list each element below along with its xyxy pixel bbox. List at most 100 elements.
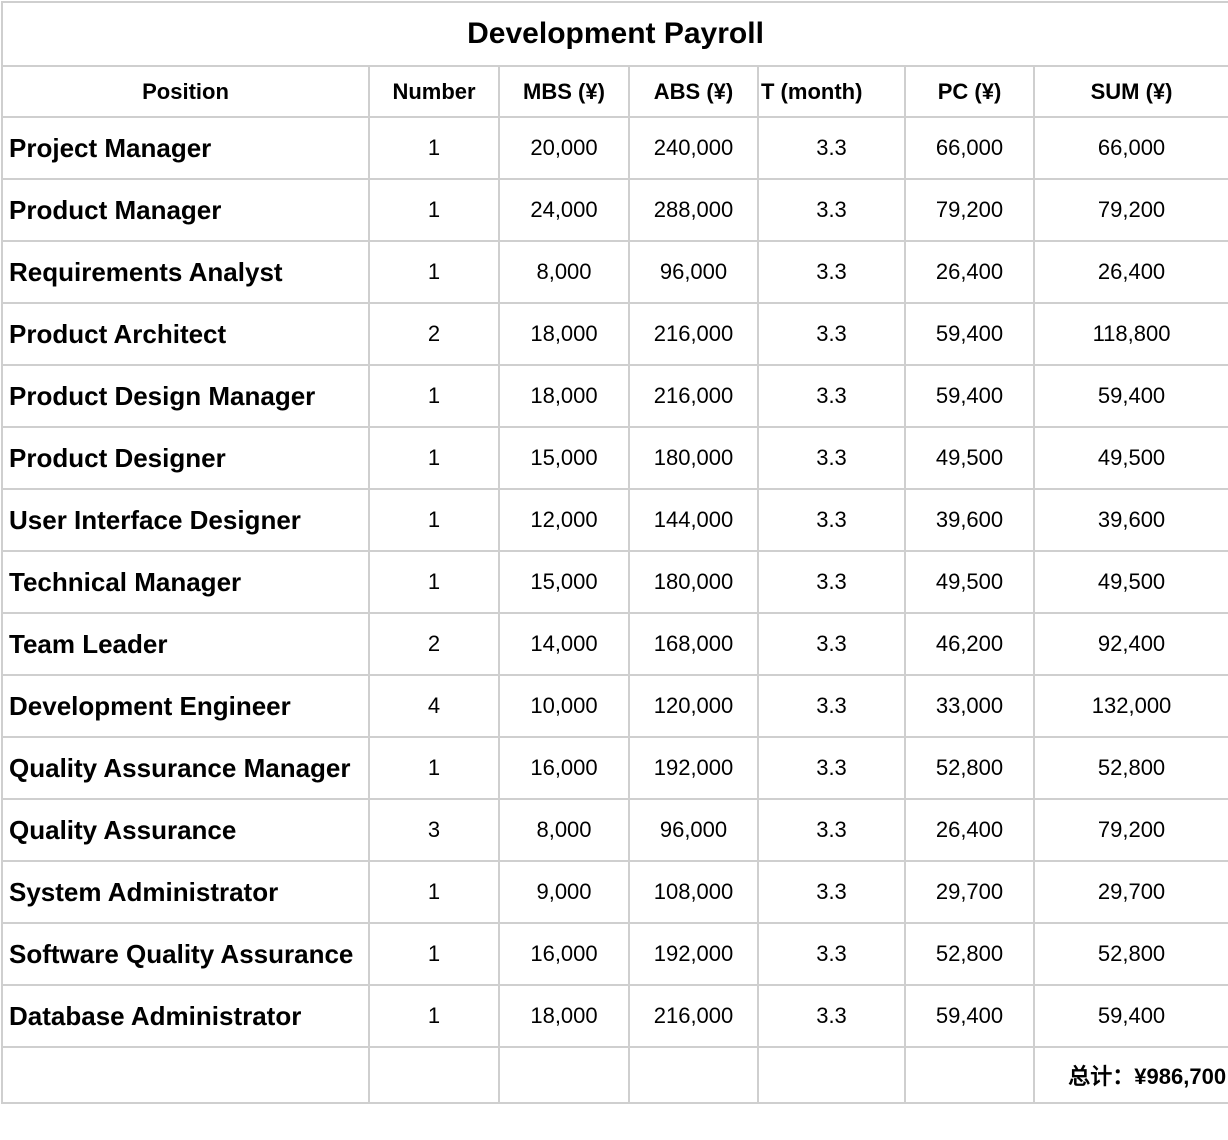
cell-position: Team Leader — [1, 612, 370, 676]
cell-t-month: 3.3 — [757, 798, 906, 862]
cell-position: User Interface Designer — [1, 488, 370, 552]
cell-t-month: 3.3 — [757, 612, 906, 676]
cell-mbs: 8,000 — [498, 798, 630, 862]
cell-t-month: 3.3 — [757, 488, 906, 552]
cell-position: Technical Manager — [1, 550, 370, 614]
cell-pc: 26,400 — [904, 798, 1035, 862]
cell-sum: 92,400 — [1032, 612, 1228, 676]
header-mbs: MBS (¥) — [498, 65, 630, 118]
table-row: Database Administrator 1 18,000 216,000 3.3 5… — [1, 984, 1228, 1048]
cell-abs: 180,000 — [628, 426, 759, 490]
cell-number: 1 — [368, 984, 500, 1048]
cell-position: Quality Assurance Manager — [1, 736, 370, 800]
cell-number: 1 — [368, 488, 500, 552]
table-title: Development Payroll — [0, 1, 1228, 67]
cell-abs: 180,000 — [628, 550, 759, 614]
cell-sum: 26,400 — [1032, 240, 1228, 304]
cell-mbs: 20,000 — [498, 116, 630, 180]
cell-sum: 49,500 — [1032, 550, 1228, 614]
cell-mbs: 24,000 — [498, 178, 630, 242]
table-row: User Interface Designer 1 12,000 144,000 3.3… — [1, 488, 1228, 552]
cell-mbs: 15,000 — [498, 550, 630, 614]
cell-t-month: 3.3 — [757, 860, 906, 924]
cell-abs: 216,000 — [628, 302, 759, 366]
cell-number: 1 — [368, 426, 500, 490]
cell-abs: 96,000 — [628, 798, 759, 862]
table-row: Requirements Analyst 1 8,000 96,000 3.3 26,40… — [1, 240, 1228, 304]
cell-abs: 168,000 — [628, 612, 759, 676]
table-row: Product Design Manager 1 18,000 216,000 3.3 5… — [1, 364, 1228, 428]
cell-t-month: 3.3 — [757, 302, 906, 366]
cell-abs: 144,000 — [628, 488, 759, 552]
table-row: Team Leader 2 14,000 168,000 3.3 46,200 92,400 — [1, 612, 1228, 676]
cell-position: Software Quality Assurance — [1, 922, 370, 986]
cell-sum: 66,000 — [1032, 116, 1228, 180]
cell-abs: 96,000 — [628, 240, 759, 304]
table-row: Product Architect 2 18,000 216,000 3.3 59,400… — [1, 302, 1228, 366]
cell-pc: 39,600 — [904, 488, 1035, 552]
cell-sum: 29,700 — [1032, 860, 1228, 924]
cell-sum: 59,400 — [1032, 984, 1228, 1048]
cell-mbs: 8,000 — [498, 240, 630, 304]
cell-t-month: 3.3 — [757, 984, 906, 1048]
cell-t-month: 3.3 — [757, 178, 906, 242]
cell-pc: 79,200 — [904, 178, 1035, 242]
cell-pc: 52,800 — [904, 736, 1035, 800]
cell-abs: 192,000 — [628, 922, 759, 986]
cell-mbs: 14,000 — [498, 612, 630, 676]
cell-mbs: 15,000 — [498, 426, 630, 490]
cell-t-month: 3.3 — [757, 736, 906, 800]
cell-pc: 29,700 — [904, 860, 1035, 924]
header-abs: ABS (¥) — [628, 65, 759, 118]
empty-cell — [1, 1046, 370, 1104]
table-row: Software Quality Assurance 1 16,000 192,000… — [1, 922, 1228, 986]
cell-pc: 26,400 — [904, 240, 1035, 304]
cell-sum: 52,800 — [1032, 922, 1228, 986]
table-row: Technical Manager 1 15,000 180,000 3.3 49,500… — [1, 550, 1228, 614]
payroll-table: Development Payroll Position Number MBS … — [0, 1, 1228, 1104]
cell-pc: 59,400 — [904, 984, 1035, 1048]
cell-position: Product Manager — [1, 178, 370, 242]
cell-position: Project Manager — [1, 116, 370, 180]
cell-mbs: 9,000 — [498, 860, 630, 924]
cell-number: 1 — [368, 550, 500, 614]
table-row: Project Manager 1 20,000 240,000 3.3 66,000 66… — [1, 116, 1228, 180]
header-pc: PC (¥) — [904, 65, 1035, 118]
cell-position: Product Architect — [1, 302, 370, 366]
cell-number: 1 — [368, 860, 500, 924]
cell-number: 1 — [368, 736, 500, 800]
grand-total: 总计：¥986,700 — [1032, 1046, 1228, 1104]
header-number: Number — [368, 65, 500, 118]
cell-sum: 79,200 — [1032, 798, 1228, 862]
cell-mbs: 16,000 — [498, 922, 630, 986]
cell-number: 3 — [368, 798, 500, 862]
cell-position: Requirements Analyst — [1, 240, 370, 304]
cell-abs: 216,000 — [628, 364, 759, 428]
total-row: 总计：¥986,700 — [1, 1046, 1228, 1104]
cell-mbs: 12,000 — [498, 488, 630, 552]
cell-sum: 52,800 — [1032, 736, 1228, 800]
cell-pc: 49,500 — [904, 426, 1035, 490]
cell-sum: 79,200 — [1032, 178, 1228, 242]
empty-cell — [498, 1046, 630, 1104]
cell-abs: 240,000 — [628, 116, 759, 180]
cell-position: Product Designer — [1, 426, 370, 490]
empty-cell — [757, 1046, 906, 1104]
table-row: System Administrator 1 9,000 108,000 3.3 29,7… — [1, 860, 1228, 924]
cell-position: Database Administrator — [1, 984, 370, 1048]
table-row: Quality Assurance 3 8,000 96,000 3.3 26,400 79… — [1, 798, 1228, 862]
cell-t-month: 3.3 — [757, 240, 906, 304]
cell-number: 2 — [368, 612, 500, 676]
cell-abs: 288,000 — [628, 178, 759, 242]
cell-number: 1 — [368, 364, 500, 428]
cell-pc: 33,000 — [904, 674, 1035, 738]
cell-pc: 52,800 — [904, 922, 1035, 986]
empty-cell — [628, 1046, 759, 1104]
cell-sum: 118,800 — [1032, 302, 1228, 366]
header-t-month: T (month) — [757, 65, 906, 118]
cell-number: 1 — [368, 240, 500, 304]
cell-number: 1 — [368, 922, 500, 986]
cell-number: 2 — [368, 302, 500, 366]
cell-t-month: 3.3 — [757, 922, 906, 986]
cell-t-month: 3.3 — [757, 550, 906, 614]
